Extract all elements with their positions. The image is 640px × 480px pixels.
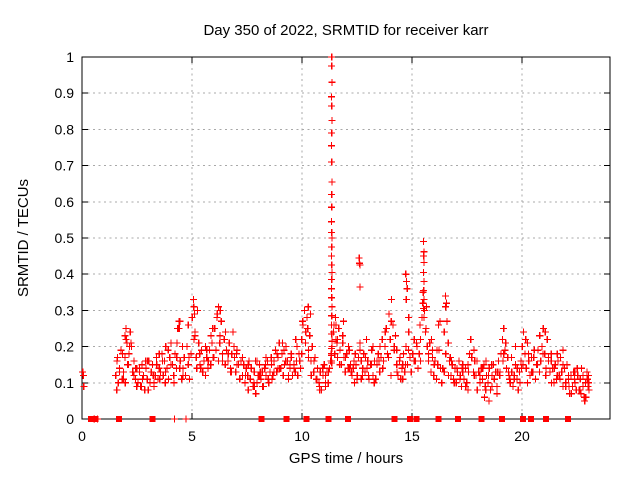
y-tick-label: 0.3 xyxy=(55,302,75,318)
x-tick-label: 10 xyxy=(294,428,310,444)
x-tick-label: 15 xyxy=(404,428,420,444)
y-tick-label: 0.6 xyxy=(55,194,75,210)
y-tick-labels: 0 0.1 0.2 0.3 0.4 0.5 0.6 0.7 0.8 0.9 1 xyxy=(55,49,75,427)
y-tick-label: 0.2 xyxy=(55,339,75,355)
srmtid-plus-markers xyxy=(79,53,593,423)
y-tick-label: 0.5 xyxy=(55,230,75,246)
y-tick-label: 0.8 xyxy=(55,121,75,137)
y-tick-label: 0.9 xyxy=(55,85,75,101)
zero-flag-square-markers xyxy=(88,416,572,422)
y-tick-label: 0 xyxy=(66,411,74,427)
y-tick-label: 0.7 xyxy=(55,158,75,174)
y-tick-label: 0.1 xyxy=(55,375,75,391)
x-tick-labels: 0 5 10 15 20 xyxy=(78,428,530,444)
y-tick-label: 0.4 xyxy=(55,266,75,282)
grid-lines xyxy=(82,57,610,419)
x-tick-label: 5 xyxy=(188,428,196,444)
y-axis-label: SRMTID / TECUs xyxy=(15,179,32,297)
chart-title: Day 350 of 2022, SRMTID for receiver kar… xyxy=(203,22,488,39)
data-markers xyxy=(79,53,593,423)
axis-ticks xyxy=(81,56,610,420)
x-tick-label: 0 xyxy=(78,428,86,444)
y-tick-label: 1 xyxy=(66,49,74,65)
x-tick-label: 20 xyxy=(514,428,530,444)
x-axis-label: GPS time / hours xyxy=(289,450,403,467)
